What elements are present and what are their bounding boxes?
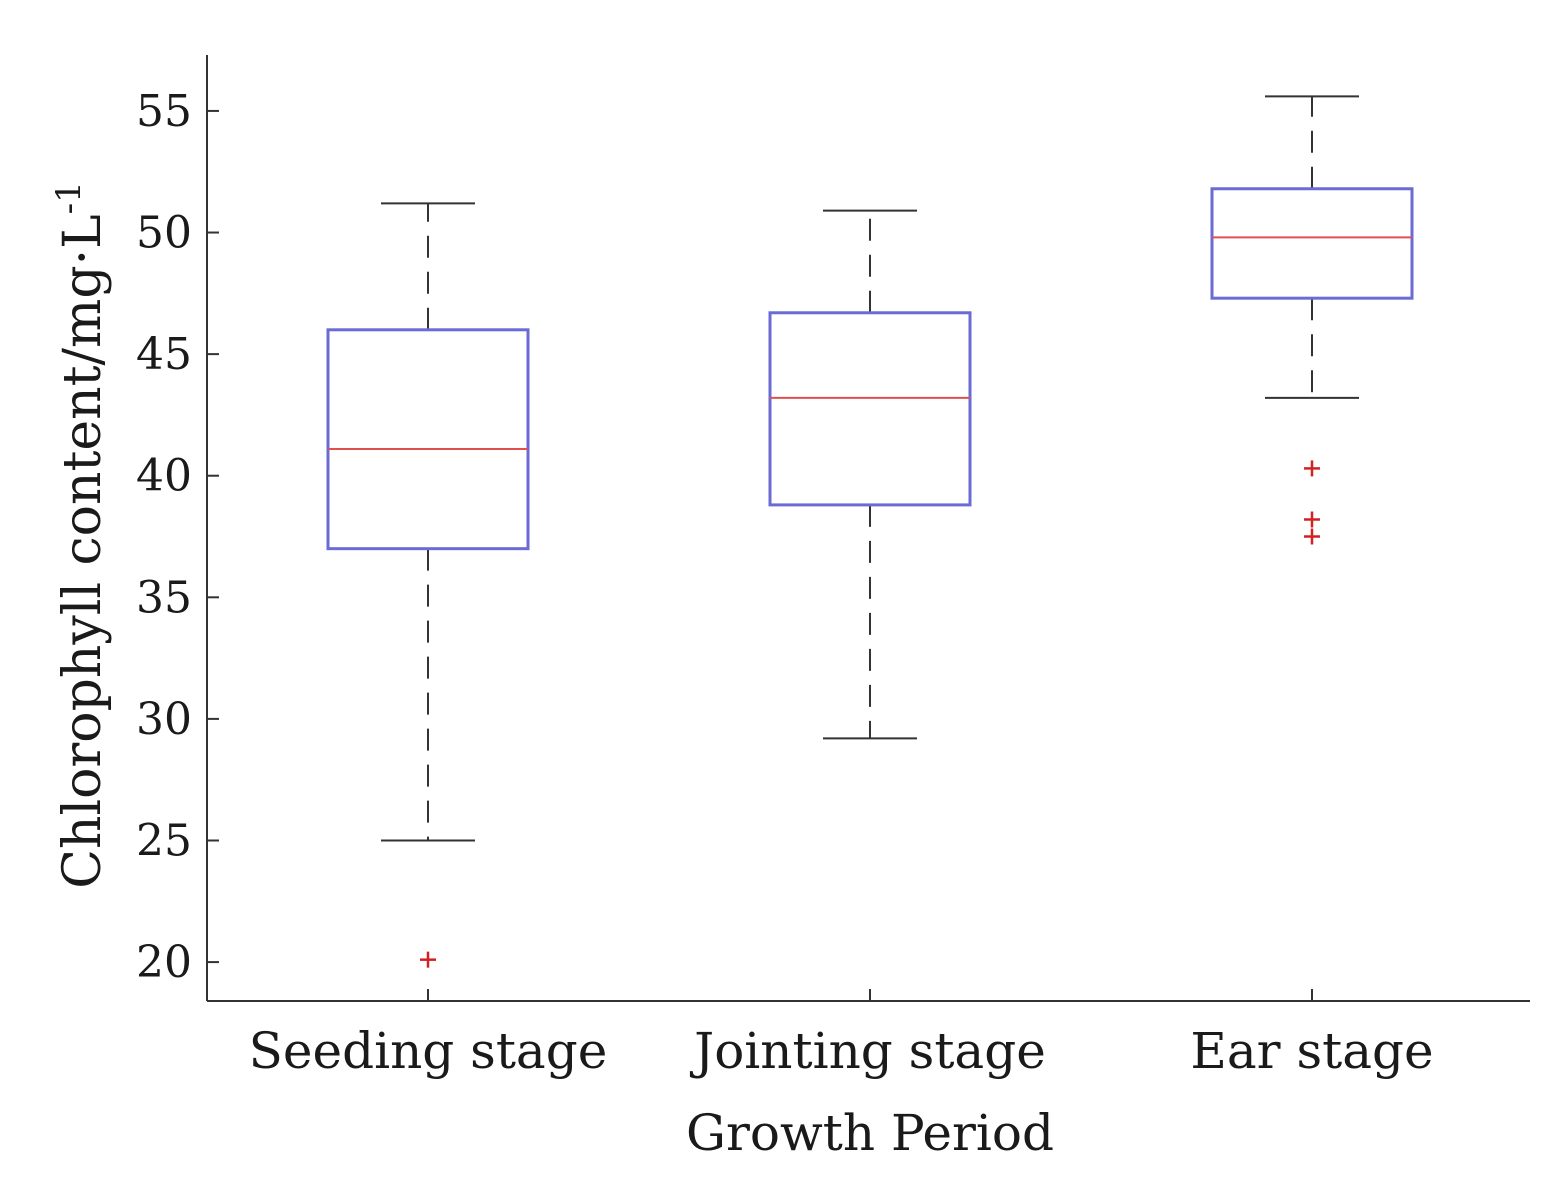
outlier-marker [1304,511,1320,528]
y-tick-label: 40 [136,451,192,502]
x-tick-label: Seeding stage [249,1022,608,1080]
outlier-marker [1304,528,1320,545]
y-axis-title: Chlorophyll content/mg·L-1 [49,181,113,889]
y-tick-label: 20 [136,937,192,988]
axes [206,55,1530,1002]
outlier-marker [1304,460,1320,477]
y-tick-label: 35 [136,572,192,623]
box-plots [326,95,1414,968]
box-iqr [1210,187,1414,300]
y-tick-label: 50 [136,208,192,259]
box-group [326,202,530,968]
y-axis-title-main: Chlorophyll content/mg·L [53,214,113,888]
x-tick-label: Jointing stage [689,1022,1046,1080]
y-axis-title-superscript: -1 [49,181,89,214]
box-group [1210,95,1414,545]
y-tick-label: 30 [136,694,192,745]
y-tick-label: 55 [136,86,192,137]
outlier-marker [420,951,436,968]
box-iqr [768,311,972,507]
y-tick-label: 25 [136,815,192,866]
box-group [768,209,972,740]
y-axis-ticks: 20 25 30 35 40 45 50 55 [136,86,219,988]
box-iqr [326,328,530,551]
x-axis-title: Growth Period [686,1104,1054,1162]
x-axis-ticks: Seeding stage Jointing stage Ear stage [249,989,1434,1080]
x-tick-label: Ear stage [1190,1022,1433,1080]
y-tick-label: 45 [136,329,192,380]
